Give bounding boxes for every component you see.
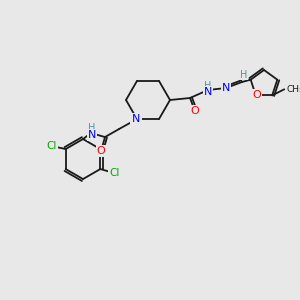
Text: O: O [252,90,261,100]
Text: O: O [190,106,200,116]
Text: N: N [222,83,230,93]
Text: H: H [240,70,248,80]
Text: Cl: Cl [46,141,57,151]
Text: N: N [204,87,212,97]
Text: H: H [204,81,212,91]
Text: O: O [97,146,105,156]
Text: N: N [88,130,96,140]
Text: Cl: Cl [109,168,119,178]
Text: CH₃: CH₃ [286,85,300,94]
Text: H: H [88,123,96,133]
Text: N: N [132,114,140,124]
